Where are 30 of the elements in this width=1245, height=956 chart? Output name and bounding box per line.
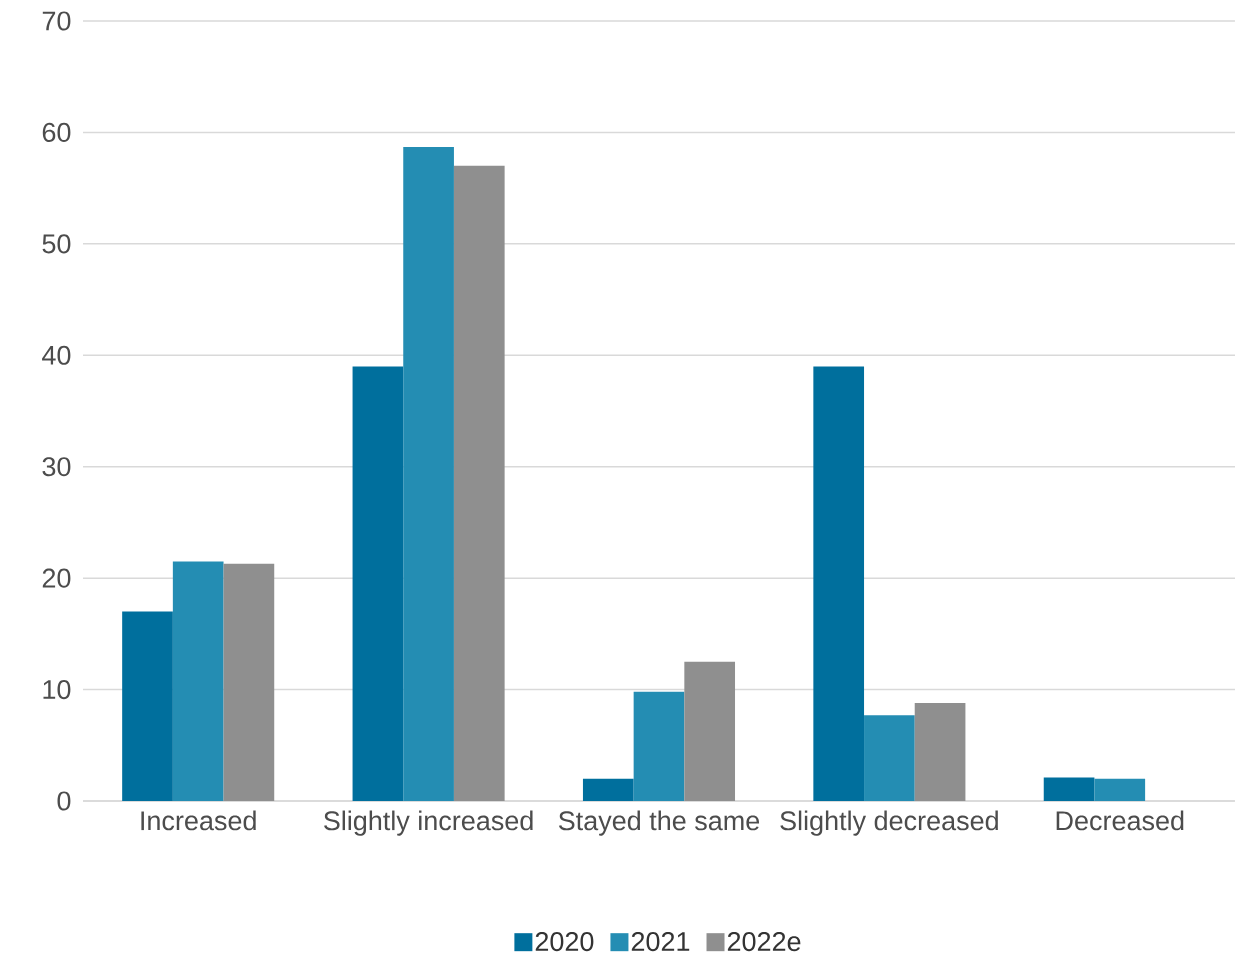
legend-label: 2021 — [631, 932, 690, 952]
x-tick-label: Slightly increased — [324, 810, 533, 836]
x-tick-label: Decreased — [1056, 810, 1184, 831]
bar — [813, 366, 865, 801]
y-tick-label: 60 — [42, 122, 71, 142]
bar — [914, 702, 966, 801]
bar — [1043, 777, 1095, 801]
bar — [122, 611, 173, 801]
x-tick-label: Increased — [141, 810, 256, 831]
y-tick-label: 30 — [42, 457, 71, 477]
bar — [582, 778, 634, 801]
bar — [1094, 778, 1146, 801]
bar — [223, 563, 275, 801]
x-tick-label: Slightly decreased — [780, 810, 998, 836]
bar — [172, 561, 224, 801]
bar — [453, 165, 505, 801]
y-tick-label: 70 — [42, 11, 71, 31]
legend-label: 2020 — [535, 932, 594, 952]
y-tick-label: 40 — [42, 345, 71, 365]
bar — [352, 366, 404, 801]
y-tick-label: 10 — [43, 680, 71, 700]
bar — [633, 691, 685, 801]
y-tick-label: 0 — [57, 791, 71, 811]
x-tick-label: Stayed the same — [558, 810, 760, 836]
bar — [403, 146, 454, 801]
bar — [864, 715, 915, 801]
legend-label: 2022e — [727, 932, 801, 952]
y-tick-label: 50 — [42, 234, 71, 254]
y-tick-label: 20 — [42, 568, 71, 588]
bar — [684, 661, 736, 801]
